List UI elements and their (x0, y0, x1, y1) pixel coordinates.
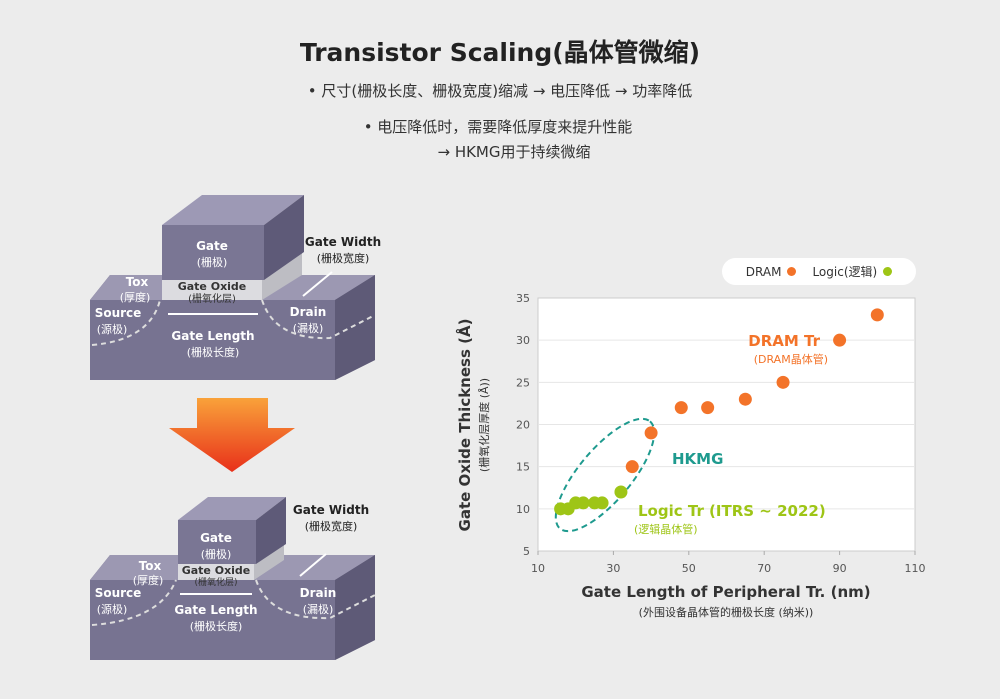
source-label: Source (95, 586, 142, 600)
logic-point (614, 485, 628, 499)
dram-point (738, 392, 752, 406)
gate-width-label-cn: (栅极宽度) (305, 519, 358, 533)
drain-label: Drain (290, 305, 327, 319)
x-tick-label: 90 (833, 562, 847, 575)
x-tick-label: 30 (606, 562, 620, 575)
gate-length-label: Gate Length (174, 603, 257, 617)
transistor-diagram: Gate (栅极) Gate Width (栅极宽度) Tox (厚度) Gat… (90, 195, 381, 660)
gate-label: Gate (196, 239, 228, 253)
x-axis-label: Gate Length of Peripheral Tr. (nm) (581, 583, 870, 601)
tox-label: Tox (139, 559, 162, 573)
gate-label-cn: (栅极) (197, 255, 228, 269)
down-arrow-icon (169, 398, 295, 472)
y-tick-label: 15 (516, 461, 530, 474)
tox-label-cn: (厚度) (120, 290, 151, 304)
gate-label-cn: (栅极) (201, 547, 232, 561)
x-tick-label: 10 (531, 562, 545, 575)
source-label: Source (95, 306, 142, 320)
dram-point (644, 426, 658, 440)
x-tick-label: 50 (682, 562, 696, 575)
gate-width-arrow (302, 271, 333, 297)
gate-label: Gate (200, 531, 232, 545)
source-label-cn: (源极) (97, 322, 128, 336)
oxide-label: Gate Oxide (182, 564, 251, 577)
transistor-small: Gate (栅极) Gate Width (栅极宽度) Tox (厚度) Gat… (90, 497, 376, 660)
logic-point (595, 496, 609, 510)
y-axis-label: Gate Oxide Thickness (Å) (455, 319, 474, 532)
legend-logic-marker (883, 267, 893, 276)
drain-label-cn: (漏极) (293, 321, 324, 335)
gate-width-label: Gate Width (305, 235, 381, 249)
page-title: Transistor Scaling(晶体管微缩) (299, 38, 701, 67)
dram-point (674, 401, 688, 415)
legend-dram-marker (787, 267, 797, 276)
y-tick-label: 5 (523, 545, 530, 558)
dram-label-cn: (DRAM晶体管) (754, 352, 828, 366)
bullet-1: • 尺寸(栅极长度、栅极宽度)缩减 → 电压降低 → 功率降低 (307, 82, 693, 100)
legend: DRAM Logic(逻辑) (722, 258, 916, 285)
dram-point (776, 375, 790, 389)
dram-point (701, 401, 715, 415)
y-axis-label-cn: (栅氧化层厚度 (Å)) (477, 378, 491, 472)
logic-point (576, 496, 590, 510)
logic-label-cn: (逻辑晶体管) (634, 522, 698, 536)
x-tick-label: 70 (757, 562, 771, 575)
x-axis-label-cn: (外围设备晶体管的栅极长度 (纳米)) (639, 605, 814, 619)
dram-point (625, 460, 639, 474)
oxide-label: Gate Oxide (178, 280, 247, 293)
gate-width-label: Gate Width (293, 503, 369, 517)
transistor-large: Gate (栅极) Gate Width (栅极宽度) Tox (厚度) Gat… (90, 195, 381, 380)
logic-label: Logic Tr (ITRS ~ 2022) (638, 502, 826, 520)
dram-point (833, 333, 847, 347)
oxide-label-cn: (栅氧化层) (194, 576, 237, 588)
legend-dram: DRAM (745, 264, 782, 279)
x-tick-label: 110 (905, 562, 926, 575)
y-tick-label: 20 (516, 419, 530, 432)
source-label-cn: (源极) (97, 602, 128, 616)
drain-label-cn: (漏极) (303, 602, 334, 616)
gate-width-arrow (299, 553, 327, 577)
y-tick-label: 10 (516, 503, 530, 516)
dram-point (870, 308, 884, 322)
oxide-label-cn: (栅氧化层) (188, 292, 236, 305)
gate-length-label: Gate Length (171, 329, 254, 343)
y-tick-label: 25 (516, 376, 530, 389)
bullet-3: → HKMG用于持续微缩 (437, 143, 591, 161)
gate-length-label-cn: (栅极长度) (190, 619, 243, 633)
y-tick-label: 35 (516, 292, 530, 305)
gate-length-label-cn: (栅极长度) (187, 345, 240, 359)
hkmg-label: HKMG (672, 450, 723, 468)
drain-label: Drain (300, 586, 337, 600)
tox-label-cn: (厚度) (133, 573, 164, 587)
dram-label: DRAM Tr (748, 332, 820, 350)
gate-width-label-cn: (栅极宽度) (317, 251, 370, 265)
legend-logic: Logic(逻辑) (812, 265, 878, 279)
tox-label: Tox (126, 275, 149, 289)
bullet-2: • 电压降低时，需要降低厚度来提升性能 (363, 118, 633, 136)
y-tick-label: 30 (516, 334, 530, 347)
